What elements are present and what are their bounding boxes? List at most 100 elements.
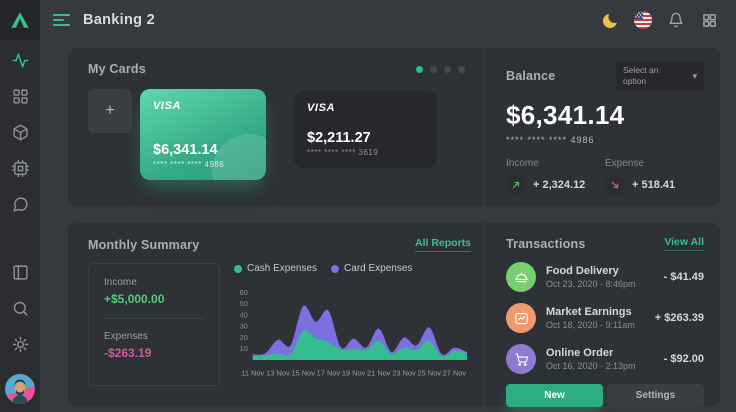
balance-amount: $6,341.14 — [506, 100, 625, 131]
transaction-amount: + $263.39 — [654, 312, 704, 324]
card-expenses-dot — [331, 264, 340, 273]
sidebar — [0, 0, 40, 412]
content: My Cards + VISA $6,341.14 **** **** ****… — [40, 40, 736, 412]
sidebar-nav-top — [11, 52, 29, 213]
carousel-dot[interactable] — [458, 65, 465, 73]
bell-icon[interactable] — [667, 11, 685, 29]
svg-text:40: 40 — [240, 310, 248, 319]
credit-card-secondary[interactable]: VISA $2,211.27 **** **** **** 3619 — [294, 91, 437, 168]
card-number: **** **** **** 4986 — [153, 160, 225, 169]
svg-text:60: 60 — [240, 288, 248, 297]
legend-cash-label: Cash Expenses — [247, 263, 318, 274]
app-logo[interactable] — [0, 0, 40, 40]
layout-sidebar-icon[interactable] — [12, 264, 29, 281]
expense-value: + 518.41 — [632, 179, 676, 192]
svg-text:50: 50 — [240, 299, 248, 308]
carousel-dot[interactable] — [430, 65, 437, 73]
search-icon[interactable] — [12, 300, 29, 317]
transactions-section: Transactions View All Food Delivery Oct … — [483, 223, 720, 407]
svg-text:20: 20 — [240, 333, 248, 342]
income-block: Income + 2,324.12 — [506, 158, 605, 196]
transactions-list: Food Delivery Oct 23, 2020 - 8:46pm - $4… — [506, 262, 704, 374]
chevron-down-icon: ▾ — [692, 70, 697, 81]
summary-expenses-label: Expenses — [104, 331, 148, 342]
card-amount: $6,341.14 — [153, 142, 218, 158]
balance-account-select[interactable]: Select an option ▾ — [616, 61, 704, 92]
monthly-summary-title: Monthly Summary — [88, 237, 200, 252]
triangle-logo-icon — [11, 12, 29, 28]
shopping-cart-icon — [506, 344, 536, 374]
topbar-actions — [601, 11, 718, 29]
sidebar-nav-bottom — [5, 264, 35, 404]
new-button[interactable]: New — [506, 384, 603, 407]
legend-card-label: Card Expenses — [344, 263, 413, 274]
transaction-date: Oct 23, 2020 - 8:46pm — [546, 279, 636, 289]
dashboard-grid-icon[interactable] — [12, 88, 29, 105]
svg-text:17 Nov: 17 Nov — [317, 369, 341, 378]
us-flag-icon[interactable] — [634, 11, 652, 29]
expense-block: Expense + 518.41 — [605, 158, 704, 196]
svg-text:30: 30 — [240, 322, 248, 331]
income-value: + 2,324.12 — [533, 179, 586, 192]
balance-title: Balance — [506, 69, 556, 84]
add-card-button[interactable]: + — [88, 89, 132, 133]
svg-text:21 Nov: 21 Nov — [367, 369, 391, 378]
chart-frame-icon — [506, 303, 536, 333]
summary-income-label: Income — [104, 277, 137, 288]
svg-text:15 Nov: 15 Nov — [292, 369, 316, 378]
summary-transactions-panel: Monthly Summary All Reports Income +$5,0… — [68, 223, 720, 407]
transaction-name: Market Earnings — [546, 306, 632, 318]
divider — [104, 318, 204, 319]
stacked-area-chart: 10 20 30 40 50 60 11 Nov 13 Nov 15 Nov 17 Nov 19 N… — [240, 288, 468, 378]
apps-grid-icon[interactable] — [700, 11, 718, 29]
credit-card-primary[interactable]: VISA $6,341.14 **** **** **** 4986 — [140, 89, 266, 180]
gear-icon[interactable] — [12, 336, 29, 353]
transaction-name: Online Order — [546, 347, 614, 359]
carousel-dots — [416, 65, 465, 73]
settings-button[interactable]: Settings — [607, 384, 704, 407]
carousel-dot[interactable] — [416, 65, 423, 73]
transaction-row[interactable]: Online Order Oct 16, 2020 - 2:13pm - $92… — [506, 344, 704, 374]
page-title: Banking 2 — [83, 12, 155, 28]
hamburger-menu-icon[interactable] — [53, 14, 70, 26]
card-number: **** **** **** 3619 — [307, 148, 379, 157]
svg-text:13 Nov: 13 Nov — [266, 369, 290, 378]
dropdown-value: Select an option — [623, 65, 659, 87]
transaction-row[interactable]: Food Delivery Oct 23, 2020 - 8:46pm - $4… — [506, 262, 704, 292]
summary-income-value: +$5,000.00 — [104, 292, 165, 306]
user-avatar[interactable] — [5, 374, 35, 404]
package-box-icon[interactable] — [12, 124, 29, 141]
income-label: Income — [506, 158, 539, 170]
chat-bubble-icon[interactable] — [12, 196, 29, 213]
cpu-chip-icon[interactable] — [11, 160, 29, 177]
svg-text:19 Nov: 19 Nov — [342, 369, 366, 378]
visa-logo: VISA — [153, 100, 182, 112]
visa-logo: VISA — [307, 102, 336, 114]
transaction-date: Oct 16, 2020 - 2:13pm — [546, 361, 636, 371]
transaction-actions: New Settings — [506, 374, 704, 407]
balance-section: Balance Select an option ▾ $6,341.14 ***… — [483, 48, 720, 206]
income-expense-row: Income + 2,324.12 Expense — [506, 158, 704, 196]
transaction-date: Oct 18, 2020 - 9:11am — [546, 320, 635, 330]
card-amount: $2,211.27 — [307, 130, 371, 146]
arrow-up-right-icon — [506, 175, 526, 196]
cards-row: + VISA $6,341.14 **** **** **** 4986 VIS… — [88, 89, 471, 180]
carousel-dot[interactable] — [444, 65, 451, 73]
food-dome-icon — [506, 262, 536, 292]
view-all-link[interactable]: View All — [664, 236, 704, 251]
transaction-amount: - $92.00 — [663, 353, 704, 365]
transaction-row[interactable]: Market Earnings Oct 18, 2020 - 9:11am + … — [506, 303, 704, 333]
transaction-name: Food Delivery — [546, 265, 619, 277]
my-cards-section: My Cards + VISA $6,341.14 **** **** ****… — [68, 48, 483, 206]
all-reports-link[interactable]: All Reports — [414, 237, 471, 252]
topbar: Banking 2 — [40, 0, 736, 40]
transaction-amount: - $41.49 — [663, 271, 704, 283]
summary-expenses-value: -$263.19 — [104, 346, 152, 360]
expenses-chart-block: Cash Expenses Card Expenses 10 20 30 40 50 60… — [234, 263, 471, 394]
moon-icon[interactable] — [601, 11, 619, 29]
activity-icon[interactable] — [12, 52, 29, 69]
balance-card-number: **** **** **** 4986 — [506, 135, 595, 146]
expense-label: Expense — [605, 158, 644, 170]
svg-text:10: 10 — [240, 344, 248, 353]
